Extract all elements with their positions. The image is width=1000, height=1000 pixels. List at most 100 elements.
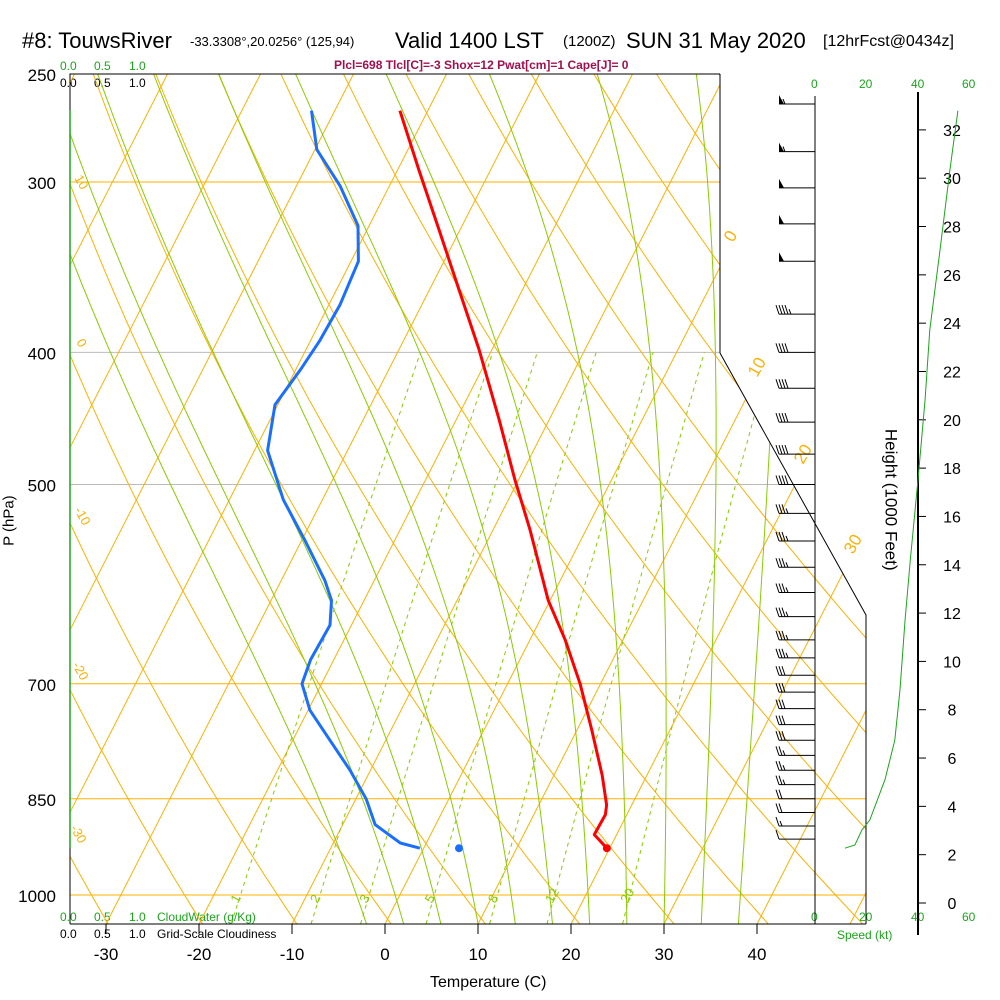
- wind-barb-tick: [775, 789, 780, 799]
- wind-barb: [775, 775, 815, 786]
- pressure-tick-label: 850: [28, 791, 56, 810]
- wind-barb-tick: [778, 803, 783, 813]
- wind-barb-pennant: [779, 178, 784, 188]
- wind-barb: [775, 304, 815, 315]
- isotherm-line: [70, 74, 168, 924]
- wind-barb-tick: [781, 583, 786, 593]
- wind-barb-tick: [781, 304, 786, 315]
- temperature-tick-label: 10: [469, 945, 488, 964]
- height-tick-label: 32: [943, 123, 961, 140]
- wind-barb-tick: [778, 648, 783, 658]
- wind-barb-tick: [775, 803, 780, 813]
- wind-barb-tick: [775, 829, 780, 840]
- cloudiness-tick: 1.0: [129, 927, 146, 941]
- isotherm-line: [663, 74, 866, 924]
- wind-barb: [779, 142, 815, 153]
- isotherm-line: [70, 74, 261, 924]
- wind-barb: [775, 829, 815, 840]
- wind-barb-tick: [778, 746, 783, 756]
- cloudiness-tick: 0.0: [60, 76, 77, 90]
- height-tick-label: 30: [943, 171, 961, 188]
- speed-tick: 60: [962, 77, 976, 91]
- pressure-tick-label: 400: [28, 344, 56, 363]
- wind-barb: [779, 178, 815, 189]
- wind-barb: [775, 379, 815, 389]
- dry-adiabat-line: [969, 74, 1000, 924]
- station-title: #8: TouwsRiver: [22, 28, 172, 53]
- adiabat-label: -10: [71, 504, 93, 528]
- wind-barb-half-tick: [785, 634, 789, 641]
- plot-frame: [69, 73, 720, 924]
- height-tick-label: 14: [943, 558, 961, 575]
- wind-barb-tick: [775, 731, 780, 741]
- dry-adiabat-line: [907, 74, 1000, 924]
- wind-barb-tick: [781, 475, 786, 485]
- adiabat-label: 0: [73, 336, 90, 350]
- height-tick-label: 4: [948, 799, 957, 816]
- adiabat-label: -20: [69, 659, 91, 683]
- wind-barb-tick: [778, 630, 783, 641]
- wind-barb: [775, 816, 815, 827]
- wind-barb-half-tick: [788, 308, 792, 315]
- wind-barb-half-tick: [785, 587, 789, 593]
- wind-barb-tick: [778, 304, 783, 315]
- wind-barb-half-tick: [782, 750, 786, 756]
- wind-barb-tick: [778, 504, 783, 514]
- height-tick-label: 2: [948, 848, 957, 865]
- wind-barb-tick: [781, 683, 786, 693]
- height-tick-label: 10: [943, 654, 961, 671]
- wind-barb-tick: [778, 775, 783, 785]
- adiabat-label: -30: [67, 822, 89, 846]
- moist-adiabat-line: [295, 74, 553, 924]
- dry-adiabat-line: [718, 74, 866, 924]
- speed-tick: 60: [962, 910, 976, 924]
- height-tick-label: 8: [948, 703, 957, 720]
- height-tick-label: 22: [943, 364, 961, 381]
- wind-barb-tick: [775, 715, 780, 725]
- wind-barb-tick: [778, 583, 783, 593]
- wind-barb-pennant: [779, 252, 784, 262]
- wind-barb-tick: [778, 715, 783, 725]
- moist-adiabat-line: [488, 74, 628, 924]
- wind-barb-tick: [784, 475, 789, 485]
- moist-adiabat-line: [70, 74, 405, 924]
- cloudwater-tick: 1.0: [129, 59, 146, 73]
- temperature-tick-label: 20: [562, 945, 581, 964]
- utc-time: (1200Z): [563, 33, 616, 50]
- moist-adiabat-line: [385, 74, 591, 924]
- wind-barb: [775, 746, 815, 756]
- cloudiness-tick: 1.0: [129, 76, 146, 90]
- wind-barb-tick: [781, 379, 786, 389]
- temperature-line: [398, 110, 609, 850]
- moist-adiabat-line: [738, 74, 781, 924]
- valid-time: Valid 1400 LST: [395, 28, 544, 53]
- mixing-ratio-line: [230, 352, 421, 924]
- speed-axis-label: Speed (kt): [837, 928, 893, 942]
- wind-barb-tick: [778, 444, 783, 455]
- cloudiness-tick: 0.5: [94, 927, 111, 941]
- temperature-tick-label: 0: [380, 945, 389, 964]
- moist-adiabat-line: [97, 74, 442, 924]
- dry-adiabat-line: [343, 74, 866, 924]
- wind-barb: [775, 789, 815, 800]
- wind-barb-tick: [775, 379, 780, 389]
- cloudwater-tick: 0.0: [60, 910, 77, 924]
- height-tick-label: 16: [943, 509, 961, 526]
- wind-barb-tick: [781, 666, 786, 676]
- moist-adiabat-line: [695, 74, 717, 924]
- wind-barb-tick: [775, 444, 780, 455]
- dry-adiabat-line: [530, 74, 866, 924]
- height-tick-label: 24: [943, 316, 961, 333]
- wind-barb-tick: [784, 379, 789, 389]
- pressure-tick-label: 700: [28, 676, 56, 695]
- wind-barb-tick: [775, 775, 780, 785]
- wind-barb-tick: [778, 531, 783, 542]
- cloudiness-label: Grid-Scale Cloudiness: [157, 927, 277, 941]
- forecast-info: [12hrFcst@0434z]: [823, 33, 954, 50]
- wind-barb-tick: [781, 607, 786, 617]
- wind-barb: [775, 444, 815, 455]
- dry-adiabat-line: [781, 74, 866, 924]
- pressure-tick-label: 1000: [18, 887, 56, 906]
- temperature-tick-label: 40: [748, 945, 767, 964]
- wind-barb-tick: [781, 715, 786, 725]
